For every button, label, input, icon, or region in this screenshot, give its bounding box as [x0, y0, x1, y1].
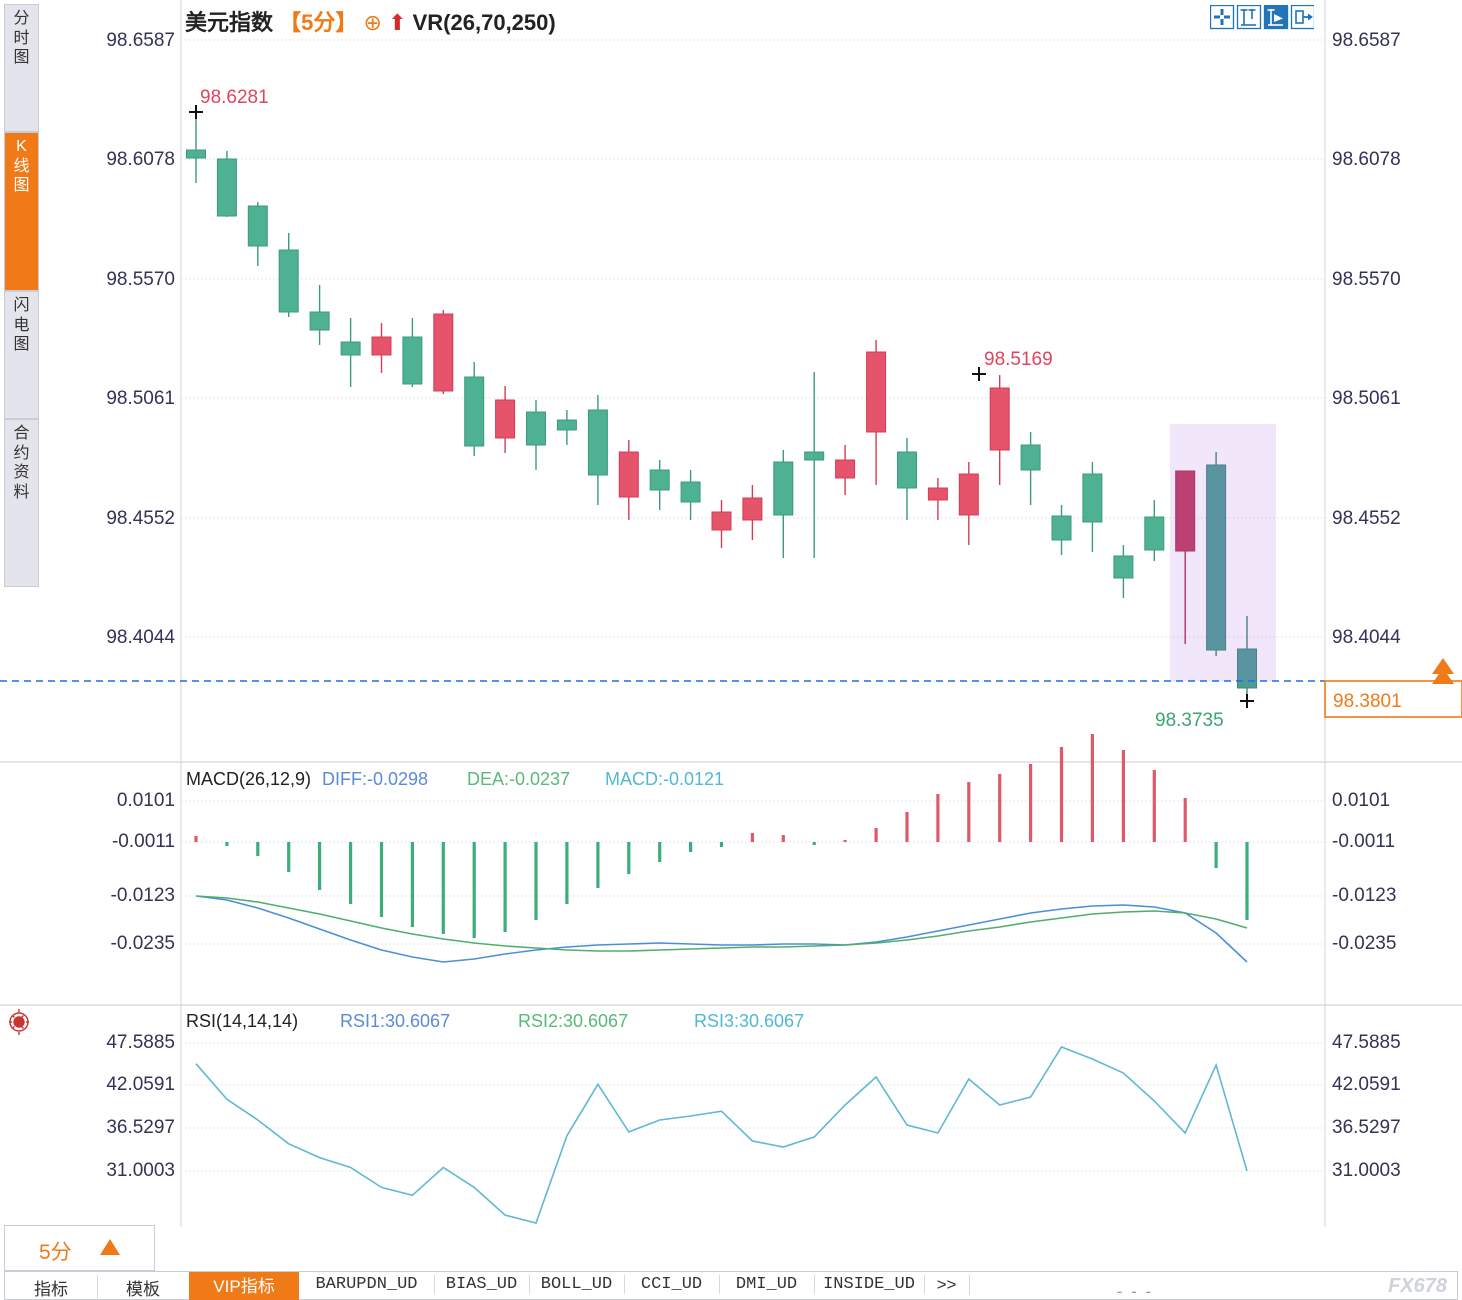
svg-text:47.5885: 47.5885 — [106, 1032, 175, 1053]
svg-text:42.0591: 42.0591 — [106, 1074, 175, 1095]
svg-text:RSI2:30.6067: RSI2:30.6067 — [518, 1011, 628, 1031]
svg-text:RSI3:30.6067: RSI3:30.6067 — [694, 1011, 804, 1031]
svg-text:RSI(14,14,14): RSI(14,14,14) — [186, 1011, 298, 1031]
svg-text:42.0591: 42.0591 — [1332, 1074, 1401, 1095]
svg-text:RSI1:30.6067: RSI1:30.6067 — [340, 1011, 450, 1031]
svg-text:31.0003: 31.0003 — [106, 1160, 175, 1181]
svg-text:31.0003: 31.0003 — [1332, 1160, 1401, 1181]
svg-text:36.5297: 36.5297 — [106, 1117, 175, 1138]
svg-text:47.5885: 47.5885 — [1332, 1032, 1401, 1053]
svg-text:36.5297: 36.5297 — [1332, 1117, 1401, 1138]
